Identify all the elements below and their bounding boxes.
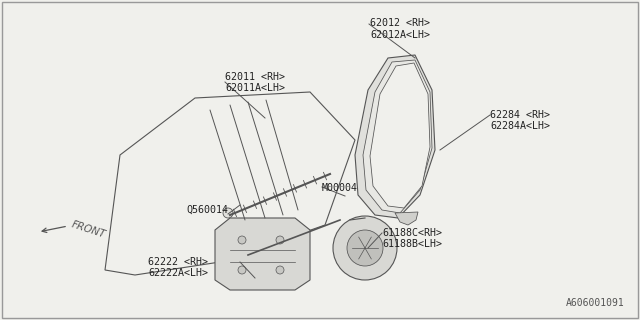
Text: FRONT: FRONT xyxy=(70,220,107,240)
Circle shape xyxy=(238,236,246,244)
Polygon shape xyxy=(395,212,418,225)
Text: 61188C<RH>: 61188C<RH> xyxy=(382,228,442,238)
Polygon shape xyxy=(370,63,430,208)
Text: M00004: M00004 xyxy=(322,183,358,193)
Circle shape xyxy=(276,266,284,274)
Circle shape xyxy=(238,266,246,274)
Text: 62222 <RH>: 62222 <RH> xyxy=(148,257,208,267)
Text: 62012A<LH>: 62012A<LH> xyxy=(370,30,430,40)
Text: 62284 <RH>: 62284 <RH> xyxy=(490,110,550,120)
Polygon shape xyxy=(105,92,355,275)
Circle shape xyxy=(333,216,397,280)
Circle shape xyxy=(223,208,233,218)
Circle shape xyxy=(276,236,284,244)
Text: 62011 <RH>: 62011 <RH> xyxy=(225,72,285,82)
Circle shape xyxy=(347,230,383,266)
Text: 62284A<LH>: 62284A<LH> xyxy=(490,121,550,131)
Text: Q560014: Q560014 xyxy=(186,205,228,215)
Text: 62222A<LH>: 62222A<LH> xyxy=(148,268,208,278)
Polygon shape xyxy=(215,218,310,290)
Polygon shape xyxy=(363,60,432,213)
Text: 62011A<LH>: 62011A<LH> xyxy=(225,83,285,93)
Text: 62012 <RH>: 62012 <RH> xyxy=(370,18,430,28)
Text: A606001091: A606001091 xyxy=(566,298,625,308)
Polygon shape xyxy=(355,55,435,218)
Text: 61188B<LH>: 61188B<LH> xyxy=(382,239,442,249)
